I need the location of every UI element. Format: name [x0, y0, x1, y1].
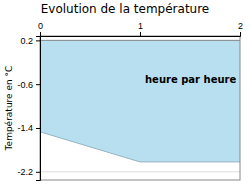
x-tick-mark	[40, 32, 41, 36]
x-tick: 1	[138, 21, 143, 36]
y-axis-line	[36, 37, 41, 181]
y-tick-label: 0.2	[20, 36, 33, 46]
y-tick-mark	[36, 40, 40, 41]
line	[40, 132, 240, 162]
x-tick-mark	[140, 32, 141, 36]
y-tick: -0.6	[17, 80, 40, 90]
y-tick-mark	[36, 84, 40, 85]
x-axis: 0 1 2	[38, 21, 243, 37]
area-top-line	[40, 40, 240, 41]
area	[40, 40, 240, 162]
annotation: heure par heure	[145, 74, 236, 85]
chart: 0 1 2 0.2 -0.6 -1.4 -2.2 Température en °C Evolu…	[0, 0, 250, 188]
y-axis-title: Température en °C	[4, 66, 14, 152]
y-tick-label: -2.2	[17, 167, 33, 177]
y-tick-label: -1.4	[17, 123, 33, 133]
grid	[40, 40, 240, 171]
x-tick-label: 0	[38, 21, 43, 31]
plot-frame	[40, 36, 240, 180]
y-axis: 0.2 -0.6 -1.4 -2.2	[17, 36, 40, 181]
x-tick-label: 2	[238, 21, 243, 31]
title: Evolution de la température	[41, 2, 210, 16]
grid-line	[40, 40, 240, 41]
x-axis-line	[41, 32, 241, 37]
x-tick: 2	[238, 21, 243, 36]
y-tick: 0.2	[20, 36, 40, 46]
plot-area	[40, 40, 240, 162]
y-tick-mark	[36, 172, 40, 173]
x-tick-mark	[240, 32, 241, 36]
y-tick-label: -0.6	[17, 80, 33, 90]
x-tick-label: 1	[138, 21, 143, 31]
y-tick: -2.2	[17, 167, 40, 177]
y-tick-mark	[36, 128, 40, 129]
y-tick: -1.4	[17, 123, 40, 133]
grid-line	[40, 171, 240, 172]
x-tick: 0	[38, 21, 43, 36]
